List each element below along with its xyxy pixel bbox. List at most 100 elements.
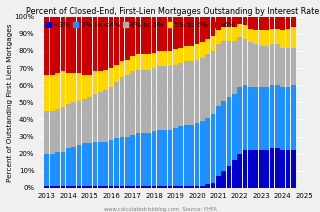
Bar: [157, 186, 162, 188]
Bar: [76, 186, 81, 188]
Bar: [109, 68, 114, 87]
Bar: [243, 39, 247, 85]
Bar: [248, 150, 253, 188]
Bar: [87, 186, 92, 188]
Bar: [243, 85, 247, 150]
Bar: [195, 186, 199, 188]
Bar: [44, 186, 49, 188]
Bar: [291, 27, 296, 47]
Bar: [119, 61, 124, 77]
Bar: [195, 60, 199, 123]
Bar: [221, 41, 226, 100]
Bar: [232, 94, 237, 160]
Bar: [98, 17, 103, 71]
Bar: [82, 186, 87, 188]
Bar: [109, 140, 114, 186]
Bar: [103, 70, 108, 90]
Bar: [130, 135, 135, 186]
Bar: [152, 186, 156, 188]
Bar: [44, 154, 49, 186]
Bar: [189, 186, 194, 188]
Bar: [114, 17, 119, 65]
Bar: [82, 17, 87, 75]
Bar: [125, 186, 130, 188]
Bar: [93, 17, 97, 71]
Bar: [259, 46, 264, 87]
Bar: [275, 17, 280, 29]
Bar: [189, 17, 194, 46]
Bar: [205, 184, 210, 188]
Bar: [136, 17, 140, 54]
Bar: [237, 24, 242, 37]
Bar: [291, 47, 296, 85]
Bar: [87, 143, 92, 186]
Bar: [50, 17, 54, 75]
Bar: [269, 17, 274, 29]
Bar: [152, 53, 156, 68]
Bar: [253, 17, 258, 30]
Bar: [146, 54, 151, 70]
Bar: [216, 17, 221, 30]
Bar: [280, 150, 285, 188]
Bar: [173, 17, 178, 49]
Bar: [253, 150, 258, 188]
Bar: [168, 17, 172, 51]
Bar: [227, 97, 231, 166]
Bar: [253, 44, 258, 87]
Bar: [200, 121, 204, 186]
Bar: [205, 39, 210, 54]
Bar: [184, 186, 188, 188]
Bar: [243, 25, 247, 39]
Text: www.calculatedriskblog.com  Source: FHFA: www.calculatedriskblog.com Source: FHFA: [104, 207, 216, 212]
Bar: [136, 133, 140, 186]
Bar: [286, 87, 290, 150]
Bar: [173, 65, 178, 128]
Bar: [200, 42, 204, 58]
Bar: [184, 61, 188, 124]
Bar: [280, 87, 285, 150]
Bar: [82, 75, 87, 99]
Bar: [179, 126, 183, 186]
Bar: [269, 29, 274, 44]
Bar: [248, 42, 253, 87]
Bar: [280, 17, 285, 30]
Bar: [264, 87, 269, 150]
Bar: [136, 70, 140, 133]
Bar: [119, 186, 124, 188]
Bar: [76, 100, 81, 145]
Bar: [82, 99, 87, 143]
Bar: [211, 114, 215, 183]
Bar: [55, 109, 60, 152]
Bar: [98, 71, 103, 92]
Bar: [114, 82, 119, 138]
Bar: [269, 85, 274, 148]
Bar: [87, 97, 92, 143]
Bar: [103, 142, 108, 186]
Bar: [55, 152, 60, 186]
Bar: [205, 118, 210, 184]
Bar: [259, 17, 264, 30]
Bar: [76, 73, 81, 100]
Bar: [280, 30, 285, 47]
Bar: [232, 160, 237, 188]
Bar: [211, 51, 215, 114]
Bar: [248, 87, 253, 150]
Bar: [275, 148, 280, 188]
Bar: [291, 85, 296, 150]
Bar: [71, 73, 76, 102]
Bar: [50, 186, 54, 188]
Bar: [152, 131, 156, 186]
Bar: [189, 124, 194, 186]
Bar: [162, 186, 167, 188]
Bar: [71, 186, 76, 188]
Bar: [205, 17, 210, 39]
Bar: [286, 17, 290, 29]
Bar: [103, 17, 108, 70]
Bar: [216, 44, 221, 106]
Bar: [173, 49, 178, 65]
Bar: [211, 183, 215, 188]
Bar: [179, 63, 183, 126]
Bar: [141, 70, 146, 133]
Bar: [125, 60, 130, 75]
Bar: [119, 17, 124, 61]
